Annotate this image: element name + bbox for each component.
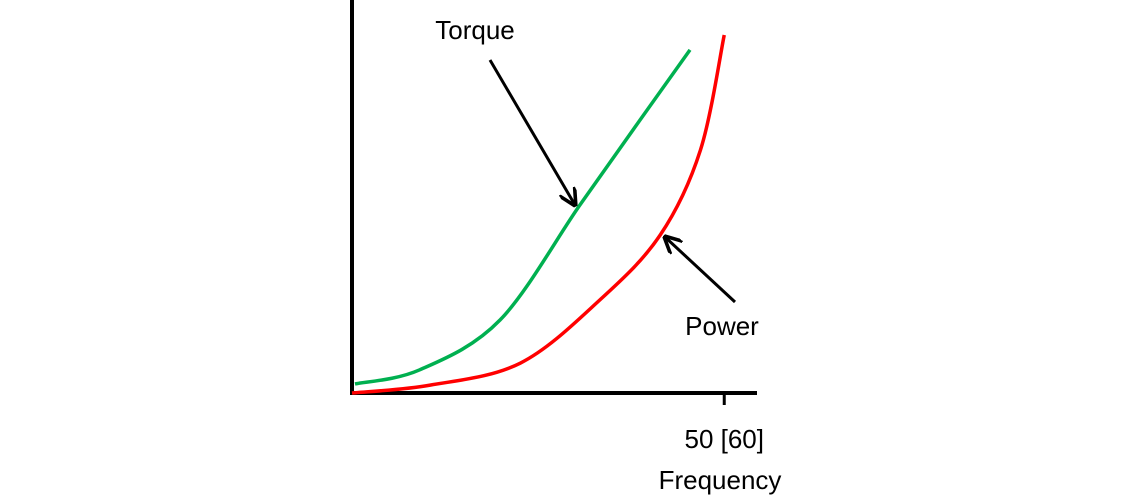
x-tick-label: 50 [60]: [684, 424, 764, 454]
x-axis-label: Frequency: [659, 465, 782, 495]
torque-arrow: [488, 59, 575, 205]
line: [354, 48, 692, 386]
power-arrow: [665, 237, 737, 304]
power-annotation: Power: [685, 311, 759, 341]
line: [351, 34, 726, 395]
torque-annotation: Torque: [435, 15, 515, 45]
